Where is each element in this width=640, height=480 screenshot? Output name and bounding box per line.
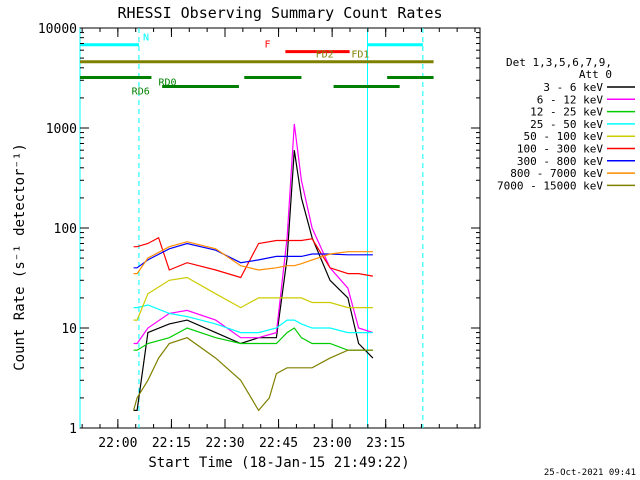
series-line-3 xyxy=(133,304,373,334)
x-tick-label: 22:45 xyxy=(259,436,298,451)
x-tick-label: 23:15 xyxy=(366,436,405,451)
annotation-label-n: N xyxy=(143,33,149,44)
series-line-6 xyxy=(133,242,373,269)
y-axis-title: Count Rate (s⁻¹ detector⁻¹) xyxy=(12,143,28,371)
y-tick-label: 1 xyxy=(69,422,77,437)
x-tick-label: 22:00 xyxy=(98,436,137,451)
legend-label-8: 7000 - 15000 keV xyxy=(497,179,603,192)
legend-label-2: 12 - 25 keV xyxy=(530,106,603,119)
legend-label-0: 3 - 6 keV xyxy=(543,81,603,94)
annotation-label-fd2: FD2 xyxy=(316,50,334,61)
legend-label-5: 100 - 300 keV xyxy=(517,143,603,156)
chart-title: RHESSI Observing Summary Count Rates xyxy=(117,4,442,22)
series-line-1 xyxy=(133,123,374,345)
series-line-4 xyxy=(133,276,373,321)
legend-header-line: Det 1,3,5,6,7,9, xyxy=(506,56,612,69)
series-line-5 xyxy=(133,236,374,279)
series-line-7 xyxy=(133,241,373,275)
legend-label-4: 50 - 100 keV xyxy=(524,130,604,143)
x-tick-label: 22:15 xyxy=(152,436,191,451)
y-tick-label: 100 xyxy=(54,222,77,237)
annotation-label-f: F xyxy=(264,40,270,51)
series-line-8 xyxy=(133,337,373,412)
legend-label-3: 25 - 50 keV xyxy=(530,118,603,131)
y-tick-label: 1000 xyxy=(46,122,77,137)
series-line-2 xyxy=(133,327,373,351)
x-tick-label: 22:30 xyxy=(205,436,244,451)
annotation-label-rd0: RD0 xyxy=(158,77,176,88)
y-tick-label: 10 xyxy=(61,322,77,337)
x-axis-title: Start Time (18-Jan-15 21:49:22) xyxy=(148,455,409,471)
y-tick-label: 10000 xyxy=(38,22,77,37)
plot-area: N F FD2 FD1 RD0 RD6 1 10 100 1000 10000 22:00 22:15 2… xyxy=(38,22,481,451)
timestamp: 25-Oct-2021 09:41 xyxy=(544,468,636,478)
annotation-label-rd6: RD6 xyxy=(132,87,150,98)
legend-label-1: 6 - 12 keV xyxy=(537,93,604,106)
legend-header-line: Att 0 xyxy=(579,68,612,81)
annotation-label-fd1: FD1 xyxy=(351,50,369,61)
legend-label-7: 800 - 7000 keV xyxy=(510,167,603,180)
series-line-0 xyxy=(133,150,374,411)
legend-label-6: 300 - 800 keV xyxy=(517,155,603,168)
x-tick-label: 23:00 xyxy=(313,436,352,451)
